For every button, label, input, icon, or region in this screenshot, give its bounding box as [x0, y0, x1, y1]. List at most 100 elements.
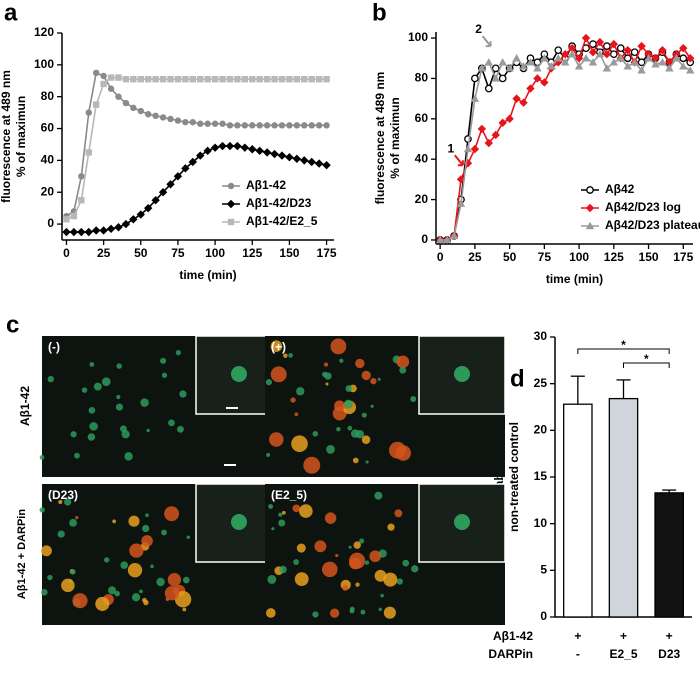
cell	[69, 518, 77, 527]
marker	[519, 98, 528, 107]
cell	[342, 585, 348, 591]
cell	[290, 397, 296, 403]
marker	[484, 138, 493, 148]
marker	[581, 33, 591, 43]
cell	[365, 460, 369, 464]
annotation-arrow	[481, 35, 492, 48]
micrograph-label: (+)	[271, 340, 286, 354]
x-tick-label: 100	[569, 250, 589, 264]
marker	[484, 58, 493, 66]
x-tick-label: 25	[97, 246, 111, 260]
marker	[174, 117, 182, 124]
y-tick-label: 30	[534, 329, 548, 343]
marker	[62, 227, 71, 237]
cell	[361, 370, 371, 381]
cell	[283, 353, 288, 358]
cell	[269, 432, 284, 447]
marker	[435, 235, 445, 244]
x-tick-label: 125	[604, 250, 624, 264]
marker	[92, 69, 100, 77]
marker	[560, 50, 570, 59]
y-axis-label: non-treated control	[507, 422, 521, 532]
cell	[281, 510, 286, 515]
cell	[114, 590, 120, 597]
marker	[145, 111, 152, 118]
marker	[106, 224, 116, 234]
marker	[181, 164, 190, 173]
marker	[574, 54, 584, 63]
cell	[361, 435, 371, 444]
cell	[369, 550, 382, 563]
row-label: Aβ1-42 + DARPin	[16, 509, 28, 599]
marker	[679, 54, 688, 63]
marker	[271, 75, 278, 83]
cell	[93, 382, 102, 391]
cell	[124, 452, 133, 461]
marker	[301, 122, 308, 129]
cell	[70, 569, 76, 575]
cell	[139, 589, 143, 594]
marker	[182, 118, 189, 126]
marker	[145, 75, 152, 83]
marker	[188, 157, 197, 167]
annotation: 1	[447, 141, 454, 155]
cell	[349, 606, 355, 612]
marker	[637, 41, 646, 51]
marker	[477, 124, 487, 134]
y-tick-label: 80	[41, 89, 55, 103]
cell	[352, 457, 359, 464]
y-tick-label: 0	[47, 216, 54, 230]
cell	[70, 431, 77, 438]
legend-label: Aβ42/D23 log	[605, 200, 681, 214]
cell	[81, 387, 88, 393]
cell	[294, 412, 299, 417]
marker	[456, 175, 466, 184]
marker	[651, 60, 660, 68]
marker	[130, 75, 137, 83]
marker	[323, 122, 330, 129]
marker	[167, 75, 174, 83]
cell	[143, 599, 149, 606]
panel-label: a	[4, 0, 18, 26]
marker	[85, 109, 92, 116]
marker	[271, 122, 278, 129]
y-tick-label: 80	[415, 71, 429, 85]
marker	[189, 75, 196, 83]
cell	[182, 576, 190, 584]
cell	[349, 557, 361, 570]
marker	[471, 74, 479, 83]
cell	[87, 433, 96, 441]
marker	[322, 160, 331, 170]
y-tick-label: 0	[421, 232, 428, 246]
marker	[219, 120, 226, 127]
row-title: Aβ1-42	[493, 629, 533, 643]
y-axis-label: % of maximun	[14, 96, 28, 177]
cell	[164, 586, 180, 601]
cell	[116, 394, 121, 400]
x-axis-label: time (min)	[179, 268, 236, 282]
marker	[144, 203, 153, 213]
legend-label: Aβ42/D23 plateau	[605, 218, 700, 232]
cell	[161, 529, 167, 536]
marker	[323, 75, 330, 83]
marker	[78, 196, 85, 204]
y-tick-label: 20	[41, 184, 55, 198]
marker	[262, 148, 272, 157]
marker	[595, 37, 605, 47]
marker	[658, 58, 667, 66]
marker	[91, 226, 101, 235]
cell	[322, 561, 338, 578]
y-tick-label: 40	[415, 151, 429, 165]
marker	[159, 75, 167, 83]
panel-label: c	[6, 311, 19, 338]
cell	[347, 425, 353, 431]
x-tick-label: 75	[538, 250, 552, 264]
cell	[41, 588, 48, 596]
cell	[355, 358, 365, 369]
marker	[686, 66, 695, 74]
marker	[263, 75, 271, 83]
marker	[595, 50, 605, 58]
cell	[141, 535, 153, 547]
marker	[78, 173, 85, 180]
